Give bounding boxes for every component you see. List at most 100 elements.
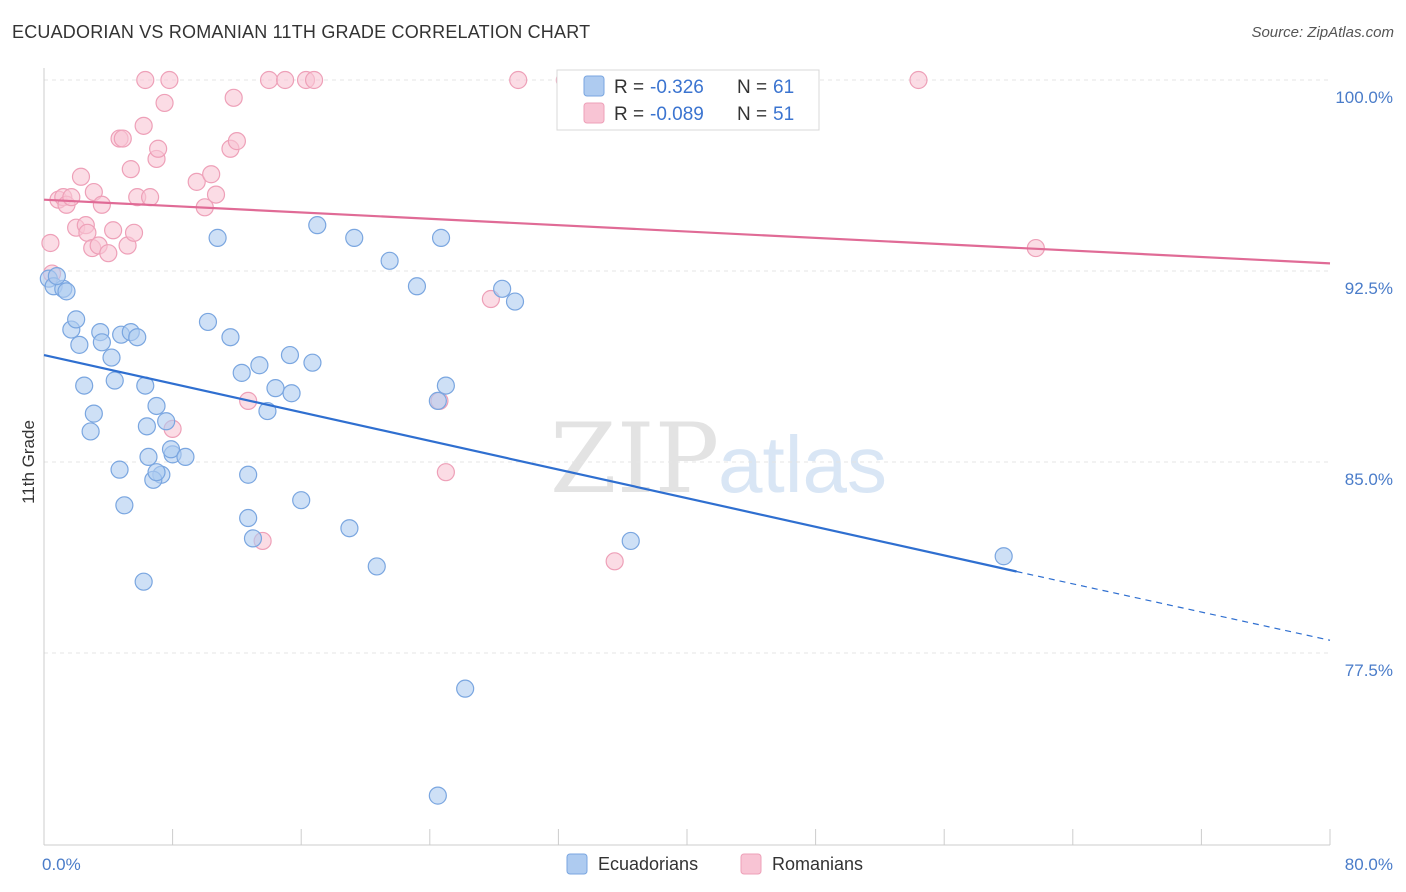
romanian-point-22 — [134, 116, 153, 135]
romanian-point-14 — [99, 244, 118, 263]
romanian-point-48 — [605, 552, 624, 571]
romanian-point-40 — [276, 70, 295, 90]
ecuadorian-point-33 — [243, 529, 263, 548]
ecuadorian-point-51 — [456, 679, 475, 698]
romanian-point-0 — [41, 233, 60, 253]
correlation-legend: R = -0.326 N = 61 R = -0.089 N = 51 — [556, 69, 820, 131]
ecuadorian-point-28 — [198, 312, 218, 332]
romanians-trend-line — [43, 198, 1331, 265]
ecuadorian-point-9 — [92, 333, 111, 352]
ecuadorian-point-30 — [221, 328, 240, 347]
ecuadorian-point-19 — [137, 417, 156, 436]
ecuadorian-point-46 — [380, 251, 399, 270]
ecuadorian-point-53 — [505, 292, 525, 311]
chart-title: ECUADORIAN VS ROMANIAN 11TH GRADE CORREL… — [12, 22, 591, 42]
legend-swatch-ecuadorians — [583, 75, 605, 97]
ecuadorian-point-43 — [340, 519, 359, 538]
ecuadorian-point-26 — [161, 440, 181, 459]
ecuadorian-point-40 — [292, 491, 311, 510]
legend-n-value-romanians: 51 — [773, 104, 794, 125]
y-tick-labels: 100.0% 92.5% 85.0% 77.5% — [1335, 88, 1393, 680]
romanian-point-35 — [224, 88, 243, 107]
ecuadorian-point-27 — [176, 447, 195, 467]
ecuadorians-points — [39, 216, 1013, 805]
romanian-point-27 — [155, 93, 174, 113]
ecuadorian-point-7 — [70, 335, 89, 354]
romanian-point-24 — [140, 188, 160, 207]
romanian-point-17 — [113, 129, 132, 148]
ecuadorian-point-42 — [308, 216, 327, 235]
x-tick-label-min: 0.0% — [42, 855, 81, 874]
legend-r-value-ecuadorians: -0.326 — [650, 77, 704, 98]
bottom-legend-label-romanians: Romanians — [772, 854, 863, 874]
legend-n-value-ecuadorians: 61 — [773, 77, 794, 98]
ecuadorian-point-35 — [250, 356, 269, 375]
ecuadorian-point-58 — [621, 531, 640, 551]
ecuadorian-point-17 — [128, 328, 147, 347]
ecuadorian-point-32 — [239, 508, 258, 528]
romanian-point-7 — [71, 167, 91, 186]
ecuadorian-point-4 — [57, 282, 76, 301]
ecuadorian-point-48 — [431, 228, 451, 247]
y-tick-label-1: 92.5% — [1345, 279, 1393, 298]
romanian-point-33 — [206, 185, 226, 204]
romanian-point-5 — [62, 188, 81, 207]
watermark-zip: ZIP — [550, 403, 719, 515]
series-legend: Ecuadorians Romanians — [566, 853, 863, 875]
ecuadorian-point-54 — [428, 786, 447, 805]
y-axis-label: 11th Grade — [19, 420, 38, 504]
romanian-point-44 — [436, 463, 455, 482]
ecuadorian-point-6 — [67, 310, 86, 329]
bottom-legend-label-ecuadorians: Ecuadorians — [598, 854, 698, 874]
romanian-point-13 — [92, 195, 111, 214]
bottom-legend-swatch-ecuadorians — [566, 853, 588, 875]
romanian-point-42 — [304, 70, 324, 90]
ecuadorian-point-34 — [239, 465, 258, 484]
ecuadorian-point-37 — [266, 379, 285, 398]
legend-r-label-romanians: R = — [614, 104, 644, 125]
y-tick-label-2: 85.0% — [1345, 470, 1393, 489]
bottom-legend-swatch-romanians — [740, 853, 762, 875]
watermark-atlas: atlas — [718, 420, 887, 509]
romanian-point-26 — [149, 139, 168, 158]
ecuadorian-point-29 — [208, 228, 227, 247]
ecuadorian-point-41 — [303, 353, 322, 372]
legend-r-label-ecuadorians: R = — [614, 77, 644, 98]
ecuadorian-point-50 — [436, 376, 455, 395]
ecuadorian-point-38 — [280, 345, 300, 365]
romanian-point-19 — [121, 160, 140, 179]
romanian-point-32 — [202, 165, 221, 184]
ecuadorian-point-11 — [84, 404, 103, 423]
ecuadorian-point-49 — [428, 391, 447, 410]
axes — [43, 68, 1331, 846]
romanian-point-36 — [227, 132, 246, 151]
ecuadorian-point-21 — [157, 412, 176, 431]
ecuadorian-point-45 — [367, 557, 386, 576]
y-tick-label-0: 100.0% — [1335, 88, 1393, 107]
romanian-point-15 — [104, 221, 123, 240]
ecuadorian-point-14 — [105, 371, 124, 390]
legend-n-label-romanians: N = — [737, 104, 767, 125]
romanians-points — [41, 70, 1045, 571]
ecuadorian-point-20 — [147, 396, 166, 416]
romanian-point-39 — [259, 70, 279, 90]
ecuadorian-point-31 — [232, 363, 251, 382]
ecuadorian-point-55 — [110, 460, 129, 479]
ecuadorian-point-39 — [282, 384, 301, 403]
trend-lines — [43, 198, 1331, 641]
romanian-point-20 — [124, 223, 144, 242]
ecuadorian-point-24 — [139, 447, 158, 467]
legend-r-value-romanians: -0.089 — [650, 104, 704, 125]
ecuadorian-point-60 — [147, 463, 166, 482]
romanian-point-49 — [909, 70, 928, 90]
ecuadorians-trend-extension — [1016, 570, 1331, 641]
ecuadorian-point-44 — [345, 228, 364, 247]
legend-n-label-ecuadorians: N = — [737, 77, 767, 98]
x-tick-label-max: 80.0% — [1345, 855, 1393, 874]
y-tick-label-3: 77.5% — [1345, 661, 1393, 680]
ecuadorian-point-47 — [407, 277, 427, 296]
ecuadorian-point-3 — [47, 266, 66, 286]
romanian-point-46 — [509, 70, 528, 90]
ecuadorian-point-12 — [81, 422, 100, 441]
romanian-point-30 — [187, 172, 206, 191]
